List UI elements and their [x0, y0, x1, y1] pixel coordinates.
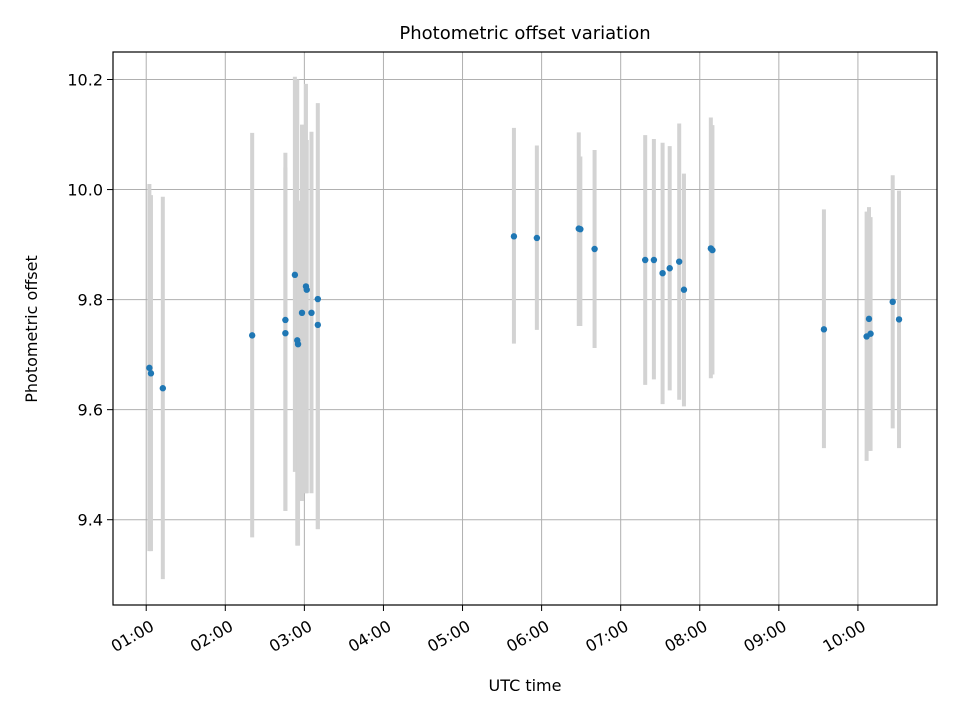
data-point	[298, 309, 306, 317]
chart-title: Photometric offset variation	[399, 23, 650, 44]
data-point	[248, 332, 256, 339]
data-point	[889, 298, 896, 306]
data-point	[533, 234, 541, 242]
data-point	[680, 286, 688, 293]
y-tick-label: 10.0	[67, 181, 103, 200]
data-point	[641, 256, 649, 264]
data-point	[709, 246, 716, 254]
y-tick-label: 9.6	[78, 401, 103, 420]
data-point	[159, 385, 167, 392]
data-point	[314, 321, 322, 329]
data-point	[676, 258, 683, 265]
data-point	[867, 330, 874, 337]
data-point	[666, 265, 673, 272]
data-point	[282, 316, 289, 324]
data-point	[591, 245, 598, 253]
data-point	[510, 233, 518, 240]
y-axis-ticks: 9.4 9.6 9.8 10.0 10.2	[67, 71, 113, 530]
data-point	[314, 295, 322, 303]
plot-frame	[112, 51, 938, 606]
data-point	[659, 270, 666, 277]
data-point	[895, 316, 903, 323]
y-axis-label: Photometric offset	[22, 255, 41, 403]
y-tick-label: 9.4	[78, 511, 103, 530]
data-points	[146, 225, 903, 392]
data-point	[577, 225, 584, 233]
y-tick-label: 9.8	[78, 291, 103, 310]
data-point	[294, 340, 302, 348]
data-point	[650, 256, 658, 264]
data-point	[282, 329, 289, 337]
data-point	[146, 364, 153, 372]
data-point	[820, 326, 828, 333]
data-point	[308, 309, 315, 317]
data-point	[865, 315, 873, 323]
data-point	[147, 370, 155, 377]
x-axis-label: UTC time	[489, 676, 562, 695]
data-point	[291, 271, 299, 279]
y-tick-label: 10.2	[67, 71, 103, 90]
data-point	[303, 286, 310, 293]
